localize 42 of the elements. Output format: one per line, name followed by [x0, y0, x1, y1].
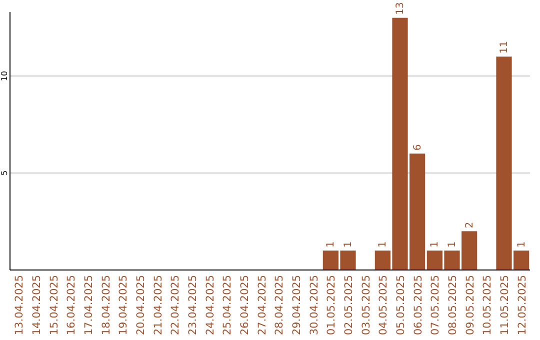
x-tick-label: 18.04.2025	[100, 275, 112, 336]
x-tick-label: 21.04.2025	[152, 275, 164, 336]
x-tick-label: 10.05.2025	[482, 275, 494, 336]
data-label: 6	[412, 144, 424, 151]
data-label: 2	[464, 222, 476, 228]
x-tick-label: 03.05.2025	[360, 275, 372, 336]
x-tick-label: 20.04.2025	[135, 275, 147, 336]
x-tick-label: 19.04.2025	[118, 275, 130, 336]
x-tick-label: 13.04.2025	[14, 275, 26, 336]
x-tick-label: 02.05.2025	[343, 275, 355, 336]
data-label: 1	[326, 241, 337, 248]
x-tick-label: 30.04.2025	[308, 275, 320, 336]
x-tick-label: 06.05.2025	[412, 275, 424, 336]
data-label: 1	[343, 241, 354, 248]
y-tick-label: 10	[0, 70, 9, 82]
data-label: 13	[395, 2, 406, 15]
y-tick-label: 5	[0, 170, 9, 176]
x-tick-label: 27.04.2025	[256, 275, 268, 336]
x-tick-label: 08.05.2025	[447, 275, 459, 336]
x-tick-label: 17.04.2025	[83, 275, 95, 336]
x-tick-label: 16.04.2025	[66, 275, 78, 336]
x-tick-label: 23.04.2025	[187, 275, 199, 336]
x-tick-label: 01.05.2025	[326, 275, 338, 336]
x-tick-label: 09.05.2025	[464, 275, 476, 336]
data-label: 1	[378, 241, 389, 248]
data-label: 11	[499, 40, 510, 54]
x-tick-label: 29.04.2025	[291, 275, 303, 336]
data-label: 1	[516, 241, 528, 248]
x-tick-label: 04.05.2025	[378, 275, 390, 336]
x-tick-label: 25.04.2025	[222, 275, 234, 336]
x-tick-label: 12.05.2025	[516, 275, 528, 336]
x-tick-label: 07.05.2025	[430, 275, 442, 336]
x-tick-label: 22.04.2025	[170, 275, 182, 336]
x-tick-label: 11.05.2025	[499, 275, 511, 336]
x-tick-label: 24.04.2025	[204, 275, 216, 336]
x-tick-label: 14.04.2025	[31, 275, 43, 336]
data-label: 1	[430, 241, 441, 248]
x-tick-label: 05.05.2025	[395, 275, 407, 336]
x-tick-label: 15.04.2025	[48, 275, 60, 336]
x-tick-label: 28.04.2025	[274, 275, 286, 336]
x-tick-label: 26.04.2025	[239, 275, 251, 336]
data-label: 1	[447, 241, 458, 248]
